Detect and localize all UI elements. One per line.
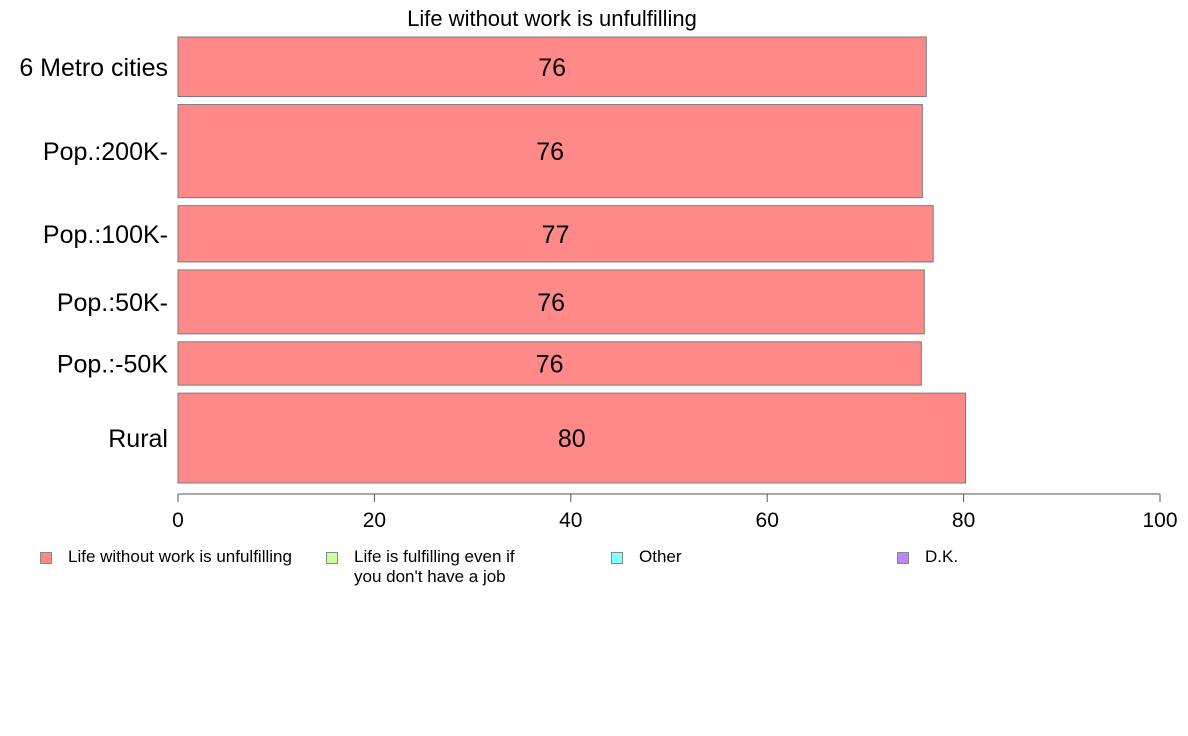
category-label: Rural	[108, 425, 168, 453]
bar	[177, 392, 967, 484]
legend-item: Other	[611, 547, 682, 567]
chart-title: Life without work is unfulfilling	[407, 6, 697, 31]
bar-value-label: 80	[558, 425, 586, 453]
category-label: Pop.:50K-	[57, 289, 168, 317]
bar	[177, 269, 925, 335]
x-tick-label: 60	[756, 509, 779, 532]
x-tick-label: 40	[559, 509, 582, 532]
legend-label: Other	[639, 547, 682, 566]
bar-value-label: 76	[538, 54, 566, 82]
legend-item: Life without work is unfulfilling	[40, 547, 292, 567]
x-tick-label: 0	[172, 509, 184, 532]
category-label: 6 Metro cities	[19, 54, 168, 82]
bar-value-label: 77	[542, 221, 570, 249]
bar	[177, 104, 923, 199]
legend-swatch	[611, 552, 623, 564]
x-tick-label: 100	[1142, 509, 1177, 532]
legend-swatch	[897, 552, 909, 564]
legend-item: Life is fulfilling even if you don't hav…	[326, 547, 515, 587]
bar	[177, 341, 922, 386]
bar	[177, 205, 934, 263]
category-label: Pop.:100K-	[43, 221, 168, 249]
legend-label: D.K.	[925, 547, 959, 566]
x-tick-label: 80	[952, 509, 975, 532]
legend-swatch	[326, 552, 338, 564]
x-tick-label: 20	[363, 509, 386, 532]
category-label: Pop.:200K-	[43, 138, 168, 166]
bar-value-label: 76	[536, 350, 564, 378]
legend-item: D.K.	[897, 547, 958, 567]
category-label: Pop.:-50K	[57, 350, 169, 378]
bar-value-label: 76	[537, 289, 565, 317]
bar-value-label: 76	[536, 138, 564, 166]
bar	[177, 36, 927, 98]
legend-label: Life without work is unfulfilling	[68, 547, 292, 566]
legend-label: Life is fulfilling even if you don't hav…	[354, 547, 515, 586]
legend-swatch	[40, 552, 52, 564]
